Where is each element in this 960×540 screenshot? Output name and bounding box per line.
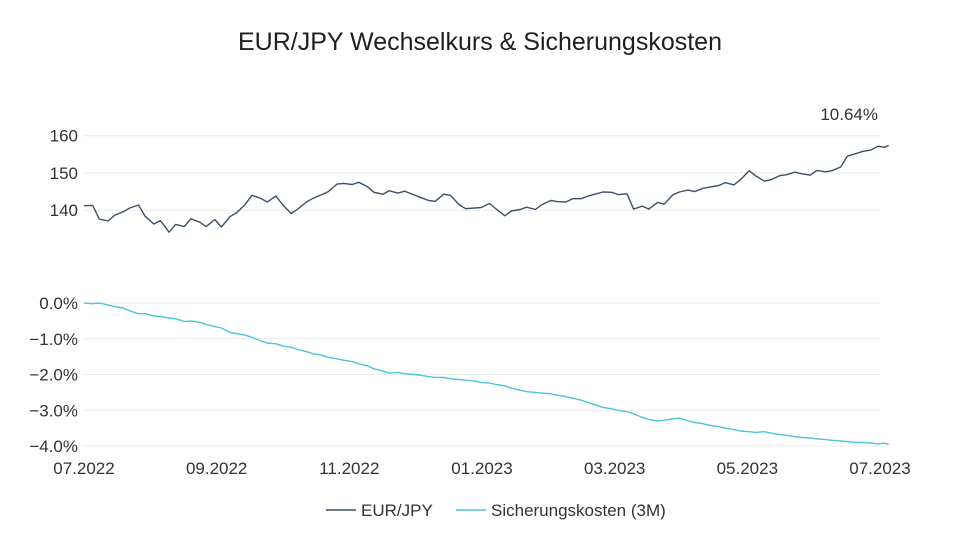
- top-panel-y-ticks: 140 150 160: [50, 127, 78, 220]
- series-layer: [83, 144, 889, 446]
- x-tick-label: 07.2022: [53, 459, 114, 478]
- top-panel-gridlines: [84, 135, 880, 211]
- bottom-panel-y-ticks: 0.0% −1.0% −2.0% −3.0% −4.0%: [29, 294, 78, 456]
- top-y-tick-label: 160: [50, 127, 78, 146]
- top-y-tick-label: 140: [50, 201, 78, 220]
- legend-item-hedging-cost-label: Sicherungskosten (3M): [491, 501, 666, 520]
- x-axis-ticks: 07.2022 09.2022 11.2022 01.2023 03.2023 05.20…: [53, 459, 910, 478]
- bottom-y-tick-label: −4.0%: [29, 437, 78, 456]
- bottom-y-tick-label: 0.0%: [39, 294, 78, 313]
- hedging-cost-series-line: [83, 302, 889, 446]
- legend-item-eurjpy-label: EUR/JPY: [361, 501, 433, 520]
- eurjpy-series-line: [83, 144, 889, 233]
- x-tick-label: 01.2023: [451, 459, 512, 478]
- bottom-y-tick-label: −2.0%: [29, 366, 78, 385]
- bottom-y-tick-label: −1.0%: [29, 330, 78, 349]
- x-tick-label: 09.2022: [186, 459, 247, 478]
- performance-annotation: 10.64%: [820, 105, 878, 124]
- x-tick-label: 03.2023: [584, 459, 645, 478]
- x-tick-label: 05.2023: [717, 459, 778, 478]
- chart-title: EUR/JPY Wechselkurs & Sicherungskosten: [238, 28, 722, 56]
- legend: EUR/JPY Sicherungskosten (3M): [326, 501, 666, 520]
- x-tick-label: 11.2022: [319, 459, 379, 478]
- bottom-panel-gridlines: [84, 302, 880, 447]
- top-y-tick-label: 150: [50, 164, 78, 183]
- bottom-y-tick-label: −3.0%: [29, 401, 78, 420]
- x-tick-label: 07.2023: [849, 459, 910, 478]
